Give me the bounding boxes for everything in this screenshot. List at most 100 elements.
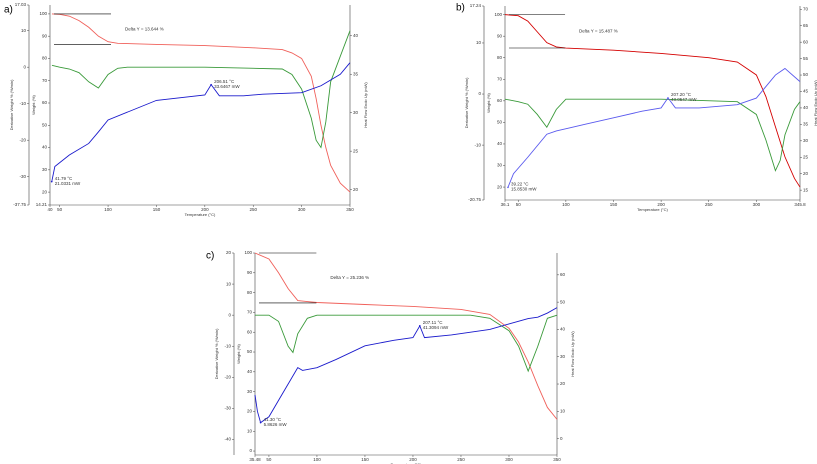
y2-tick-label: 30	[803, 138, 809, 143]
y2-tick-label: 30	[560, 354, 566, 359]
data-line	[254, 307, 558, 424]
y-tick-label: 40	[497, 141, 503, 146]
y-tick-label: 90	[497, 33, 503, 38]
y2-axis-title: Heat Flow Endo Up (mW)	[813, 80, 817, 126]
y2-tick-label: 10	[560, 409, 566, 414]
y-tick-label: 100	[244, 250, 252, 255]
x-tick-label: 200	[201, 207, 209, 212]
x-tick-label: 100	[313, 457, 321, 462]
y-axis-title: Weight (%)	[486, 92, 491, 112]
x-tick-label: 100	[562, 202, 570, 207]
y2-tick-label: 50	[803, 72, 809, 77]
y-tick-label: 20	[42, 189, 48, 194]
y3-axis-title: Derivative Weight % (%/min)	[214, 328, 219, 379]
y2-tick-label: 45	[803, 89, 809, 94]
peak-label: 41.3094 mW	[423, 325, 449, 330]
y3-tick-label: -10	[224, 343, 231, 348]
y3-tick-label: 0	[478, 91, 481, 96]
x-tick-label: 200	[657, 202, 665, 207]
delta-label: Delta Y = 25.236 %	[330, 275, 369, 280]
y-tick-label: 0	[249, 448, 252, 453]
y-tick-label: 50	[42, 122, 48, 127]
delta-label: Delta Y = 15.487 %	[579, 29, 618, 34]
y2-tick-label: 35	[803, 122, 809, 127]
y3-tick-label: -10	[474, 142, 481, 147]
y-tick-label: 40	[247, 369, 253, 374]
data-line	[51, 13, 351, 193]
x-tick-label: 350	[553, 457, 561, 462]
y2-tick-label: 25	[353, 148, 359, 153]
y-tick-label: 80	[247, 290, 253, 295]
data-line	[507, 67, 801, 188]
peak-label: 21.0331 mW	[55, 181, 81, 186]
y-tick-label: 80	[42, 56, 48, 61]
y3-tick-label: -20	[224, 374, 231, 379]
x-tick-label: 100	[104, 207, 112, 212]
y2-tick-label: 60	[560, 272, 566, 277]
x-tick-label: 150	[361, 457, 369, 462]
y3-tick-label: -30	[19, 174, 26, 179]
y3-tick-label: 10	[226, 281, 232, 286]
peak-label: 39.22 °C	[511, 182, 529, 187]
peak-label: 15.8530 mW	[511, 187, 537, 192]
x-tick-label: 300	[753, 202, 761, 207]
y2-tick-label: 40	[803, 105, 809, 110]
x-tick-label: 36.1	[501, 202, 510, 207]
y3-tick-label: 0	[228, 312, 231, 317]
chart-panel: c)35.4850100150200250300350Temperature (…	[206, 250, 575, 464]
data-line	[51, 30, 351, 149]
y3-tick-label: 17.03	[15, 2, 27, 7]
y3-tick-label: -30	[224, 406, 231, 411]
y-tick-label: 20	[247, 409, 253, 414]
y-tick-label: 100	[494, 12, 502, 17]
y2-tick-label: 0	[560, 436, 563, 441]
peak-label: 206.51 °C	[214, 79, 235, 84]
y-tick-label: 100	[39, 11, 47, 16]
y-tick-label: 10	[247, 428, 253, 433]
peak-point	[50, 180, 53, 183]
data-line	[504, 98, 801, 172]
x-tick-label: 200	[409, 457, 417, 462]
y2-tick-label: 20	[803, 171, 809, 176]
y-tick-label: 30	[497, 163, 503, 168]
y-tick-label: 30	[42, 167, 48, 172]
peak-label: 207.20 °C	[671, 92, 692, 97]
y-axis-title: Weight (%)	[31, 94, 36, 114]
x-axis-title: Temperature (°C)	[185, 212, 216, 217]
y2-tick-label: 40	[560, 327, 566, 332]
y3-tick-label: 0	[23, 64, 26, 69]
y-tick-label: 60	[247, 329, 253, 334]
peak-label: 33.6467 mW	[214, 84, 240, 89]
y3-tick-label: 20	[226, 250, 232, 255]
data-line	[504, 14, 801, 188]
y-tick-label: 70	[42, 78, 48, 83]
chart-panel: b)36.1 50 100 150 200 250 300 345.8Temperature …	[456, 3, 817, 212]
peak-point	[507, 186, 509, 189]
data-line	[51, 62, 351, 182]
x-tick-label: 300	[505, 457, 513, 462]
peak-label: 41.79 °C	[55, 176, 73, 181]
x-tick-label: 50	[516, 202, 522, 207]
peak-label: 43.0547 mW	[671, 97, 697, 102]
x-tick-label: 350	[346, 207, 354, 212]
data-line	[254, 252, 558, 420]
y-tick-label: 50	[497, 120, 503, 125]
peak-point	[210, 83, 212, 86]
y3-tick-label: -20.75	[468, 197, 481, 202]
x-axis-title: Temperature (°C)	[637, 207, 668, 212]
x-tick-label: 250	[457, 457, 465, 462]
y2-tick-label: 55	[803, 56, 809, 61]
y-axis-title: Weight (%)	[236, 343, 241, 363]
y-tick-label: 20	[497, 184, 503, 189]
y2-tick-label: 60	[803, 39, 809, 44]
x-tick-label: 50	[266, 457, 272, 462]
y2-tick-label: 30	[353, 110, 359, 115]
peak-point	[418, 325, 421, 327]
y2-tick-label: 15	[803, 187, 809, 192]
y-tick-label: 14.21	[36, 202, 48, 207]
y3-tick-label: -40	[224, 437, 231, 442]
y3-tick-label: -20	[19, 137, 26, 142]
x-tick-label: 300	[298, 207, 306, 212]
peak-label: 207.11 °C	[423, 320, 443, 325]
